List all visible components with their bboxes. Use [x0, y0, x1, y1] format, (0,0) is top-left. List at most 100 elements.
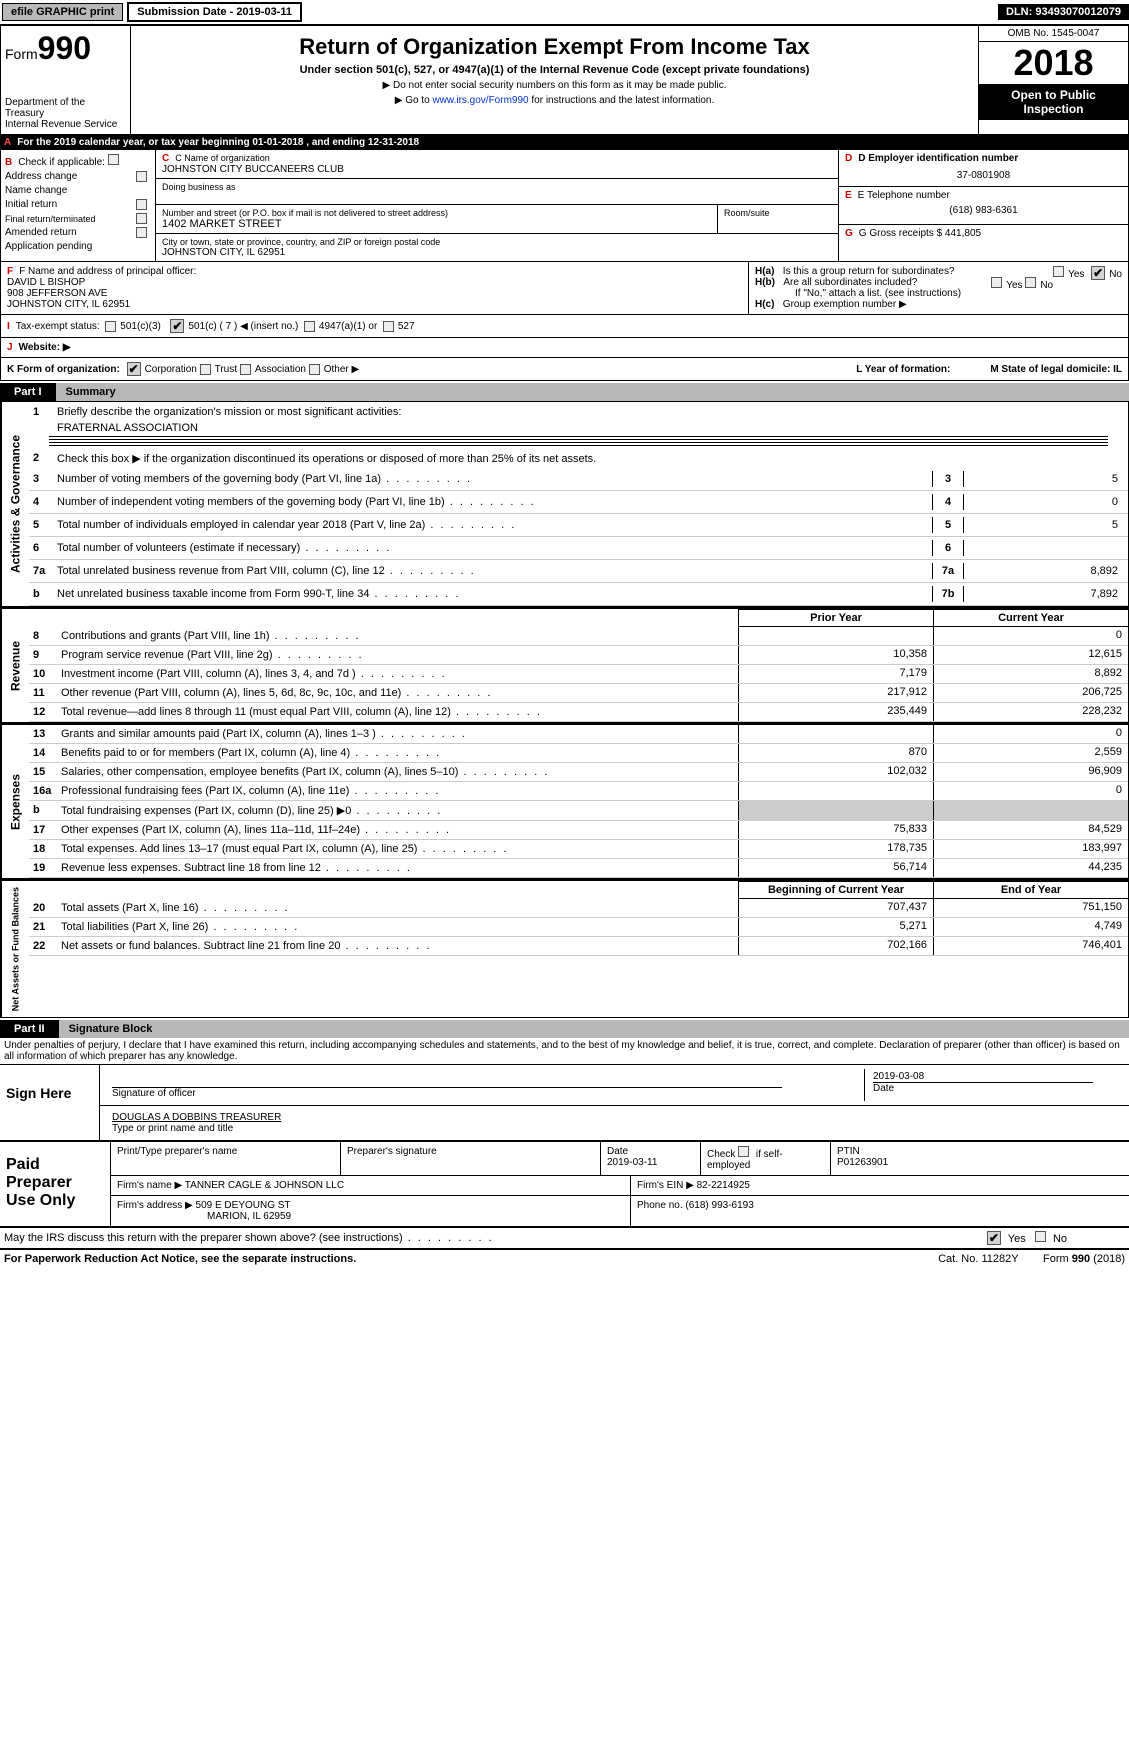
line1-label: Briefly describe the organization's miss… — [57, 406, 1124, 418]
check-applicable-label: Check if applicable: — [18, 157, 105, 168]
summary-line: 6Total number of volunteers (estimate if… — [29, 537, 1128, 560]
summary-line: 3Number of voting members of the governi… — [29, 468, 1128, 491]
hb-note: If "No," attach a list. (see instruction… — [755, 288, 1122, 299]
row-j-website: JWebsite: ▶ — [0, 338, 1129, 358]
activities-governance-section: Activities & Governance 1Briefly describ… — [0, 401, 1129, 607]
checkbox-icon[interactable] — [108, 154, 119, 165]
summary-line: 8Contributions and grants (Part VIII, li… — [29, 627, 1128, 646]
city-value: JOHNSTON CITY, IL 62951 — [162, 247, 832, 258]
phone-label: EE Telephone number — [845, 190, 1122, 201]
checkbox-icon[interactable] — [240, 364, 251, 375]
revenue-section: Revenue Prior YearCurrent Year 8Contribu… — [0, 607, 1129, 723]
net-assets-section: Net Assets or Fund Balances Beginning of… — [0, 879, 1129, 1018]
row-k-form-org: K Form of organization: ✔Corporation Tru… — [0, 358, 1129, 381]
summary-line: 22Net assets or fund balances. Subtract … — [29, 937, 1128, 956]
signer-name: DOUGLAS A DOBBINS TREASURER — [112, 1112, 281, 1123]
phone-value: (618) 983-6361 — [845, 205, 1122, 216]
checkbox-icon[interactable] — [136, 213, 147, 224]
sign-date: 2019-03-08 — [873, 1071, 924, 1082]
state-domicile-label: M State of legal domicile: IL — [990, 364, 1122, 375]
part-1-header: Part I Summary — [0, 383, 1129, 401]
firm-phone-label: Phone no. — [637, 1200, 683, 1211]
checkbox-icon[interactable] — [1053, 266, 1064, 277]
sign-here-label: Sign Here — [0, 1065, 100, 1140]
checkmark-icon[interactable]: ✔ — [127, 362, 141, 376]
ein-label: DD Employer identification number — [845, 153, 1122, 164]
opt-address-change: Address change — [5, 171, 77, 182]
summary-line: 18Total expenses. Add lines 13–17 (must … — [29, 840, 1128, 859]
checkbox-icon[interactable] — [304, 321, 315, 332]
org-name-label: CC Name of organization — [162, 153, 832, 164]
tax-year: 2018 — [979, 42, 1128, 84]
summary-line: 20Total assets (Part X, line 16)707,4377… — [29, 899, 1128, 918]
prep-date-label: Date — [607, 1146, 628, 1157]
checkbox-icon[interactable] — [136, 171, 147, 182]
firm-addr-label: Firm's address ▶ — [117, 1200, 193, 1211]
summary-line: 12Total revenue—add lines 8 through 11 (… — [29, 703, 1128, 722]
checkbox-icon[interactable] — [309, 364, 320, 375]
irs-link[interactable]: www.irs.gov/Form990 — [432, 95, 528, 106]
self-employed-label: Check if self-employed — [707, 1149, 783, 1171]
perjury-statement: Under penalties of perjury, I declare th… — [0, 1038, 1129, 1064]
firm-ein: 82-2214925 — [697, 1180, 750, 1191]
opt-amended: Amended return — [5, 227, 77, 238]
ssn-warning: ▶ Do not enter social security numbers o… — [135, 80, 974, 91]
sign-here-section: Sign Here Signature of officer 2019-03-0… — [0, 1064, 1129, 1140]
summary-line: 15Salaries, other compensation, employee… — [29, 763, 1128, 782]
gross-receipts-label: G Gross receipts $ — [859, 228, 945, 239]
form-number: Form990 — [5, 30, 126, 67]
checkmark-icon[interactable]: ✔ — [1091, 266, 1105, 280]
year-formation-label: L Year of formation: — [856, 364, 950, 375]
form-header: Form990 Department of the Treasury Inter… — [0, 25, 1129, 135]
opt-initial-return: Initial return — [5, 199, 57, 210]
checkbox-icon[interactable] — [738, 1146, 749, 1157]
row-i-tax-status: ITax-exempt status: 501(c)(3) ✔501(c) ( … — [0, 315, 1129, 338]
checkbox-icon[interactable] — [200, 364, 211, 375]
checkbox-icon[interactable] — [1025, 277, 1036, 288]
form-org-label: K Form of organization: — [7, 364, 120, 375]
vertical-label-revenue: Revenue — [1, 609, 29, 722]
summary-line: 5Total number of individuals employed in… — [29, 514, 1128, 537]
prep-date-value: 2019-03-11 — [607, 1157, 657, 1168]
checkbox-icon[interactable] — [1035, 1231, 1046, 1242]
part-title: Summary — [56, 383, 1129, 401]
submission-date-box: Submission Date - 2019-03-11 — [127, 2, 302, 22]
checkbox-icon[interactable] — [991, 277, 1002, 288]
summary-line: 13Grants and similar amounts paid (Part … — [29, 725, 1128, 744]
efile-button[interactable]: efile GRAPHIC print — [2, 3, 123, 21]
dln-label: DLN: 93493070012079 — [998, 4, 1129, 20]
checkbox-icon[interactable] — [105, 321, 116, 332]
checkmark-icon[interactable]: ✔ — [987, 1231, 1001, 1245]
paid-preparer-label: Paid Preparer Use Only — [0, 1142, 110, 1226]
cat-no: Cat. No. 11282Y — [938, 1253, 1019, 1265]
paperwork-notice: For Paperwork Reduction Act Notice, see … — [4, 1253, 356, 1265]
summary-line: 9Program service revenue (Part VIII, lin… — [29, 646, 1128, 665]
room-suite-label: Room/suite — [718, 205, 838, 233]
checkbox-icon[interactable] — [136, 227, 147, 238]
vertical-label-net: Net Assets or Fund Balances — [1, 881, 29, 1017]
ha-label: Is this a group return for subordinates? — [783, 266, 955, 277]
summary-line: 7aTotal unrelated business revenue from … — [29, 560, 1128, 583]
ein-value: 37-0801908 — [845, 170, 1122, 181]
prior-year-header: Prior Year — [738, 609, 933, 627]
checkbox-icon[interactable] — [136, 199, 147, 210]
part-tab: Part II — [0, 1020, 59, 1038]
form-footer: Form 990 (2018) — [1043, 1253, 1125, 1265]
type-name-label: Type or print name and title — [112, 1123, 233, 1134]
summary-line: 14Benefits paid to or for members (Part … — [29, 744, 1128, 763]
summary-line: 11Other revenue (Part VIII, column (A), … — [29, 684, 1128, 703]
checkbox-icon[interactable] — [383, 321, 394, 332]
form-title: Return of Organization Exempt From Incom… — [135, 34, 974, 60]
ptin-label: PTIN — [837, 1146, 860, 1157]
begin-year-header: Beginning of Current Year — [738, 881, 933, 899]
org-name: JOHNSTON CITY BUCCANEERS CLUB — [162, 164, 832, 175]
officer-label: F Name and address of principal officer: — [19, 266, 196, 277]
firm-addr1: 509 E DEYOUNG ST — [196, 1200, 291, 1211]
tax-exempt-label: Tax-exempt status: — [16, 321, 100, 332]
part-tab: Part I — [0, 383, 56, 401]
vertical-label-expenses: Expenses — [1, 725, 29, 878]
checkmark-icon[interactable]: ✔ — [170, 319, 184, 333]
gross-receipts-value: 441,805 — [945, 228, 981, 239]
row-a-tax-year: AFor the 2019 calendar year, or tax year… — [0, 135, 1129, 150]
part-2-header: Part II Signature Block — [0, 1020, 1129, 1038]
